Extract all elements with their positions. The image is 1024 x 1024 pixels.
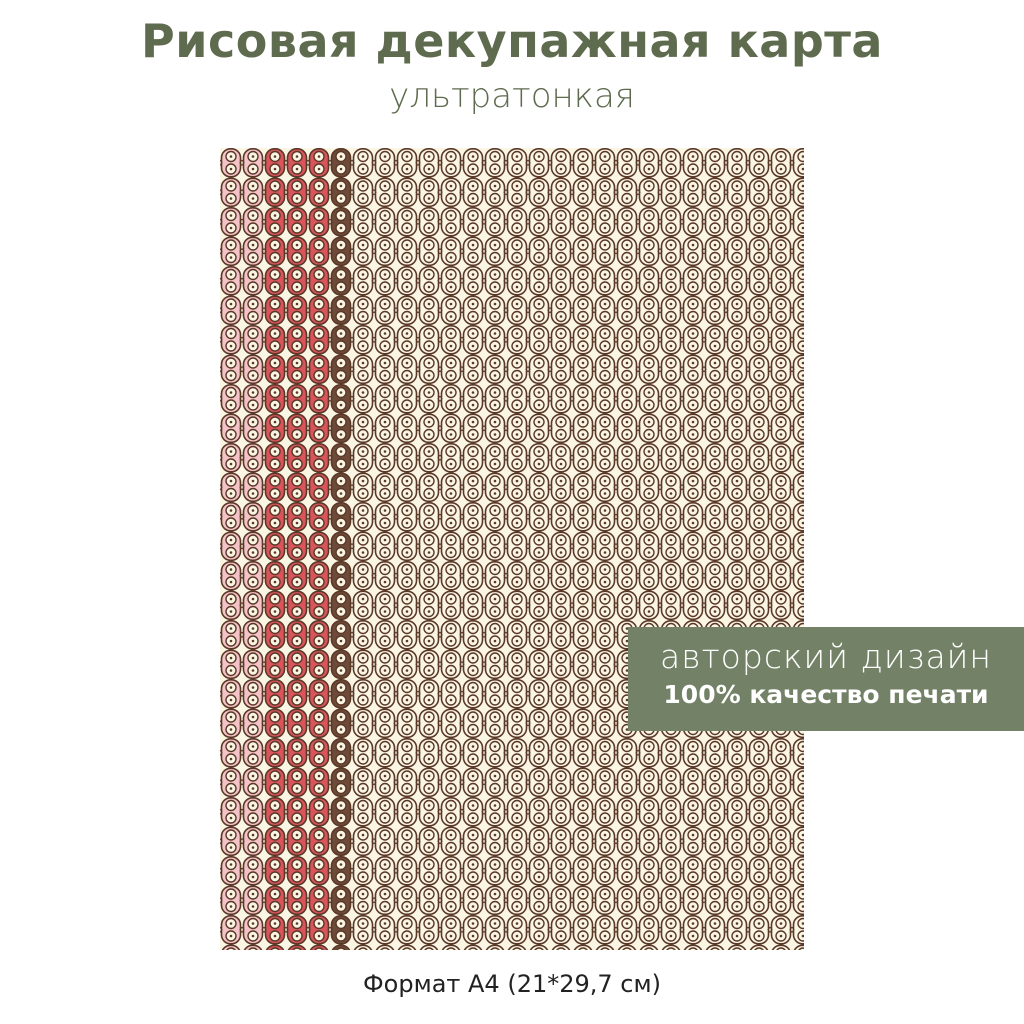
promo-badge: авторский дизайн 100% качество печати — [628, 627, 1024, 731]
decoupage-card-pattern — [220, 148, 804, 950]
page-subtitle: ультратонкая — [389, 76, 635, 116]
page-title: Рисовая декупажная карта — [141, 14, 883, 68]
badge-line-quality: 100% качество печати — [663, 680, 989, 709]
badge-line-design: авторский дизайн — [660, 637, 992, 676]
red-stripe — [264, 148, 330, 950]
brown-stripe — [330, 148, 352, 950]
format-label: Формат А4 (21*29,7 см) — [363, 970, 661, 998]
pink-stripe — [220, 148, 264, 950]
cream-field — [352, 148, 804, 950]
